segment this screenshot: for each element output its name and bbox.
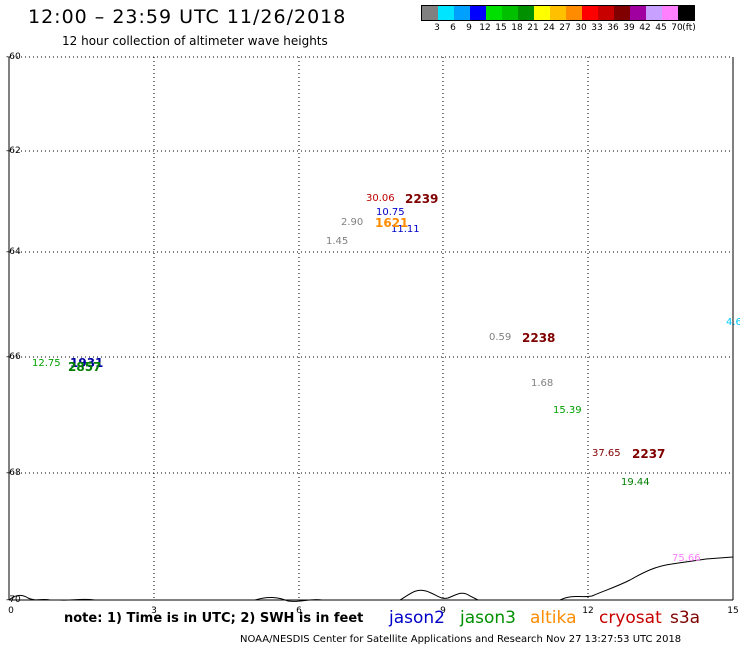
legend-swatch bbox=[486, 6, 502, 20]
legend-label: 15 bbox=[495, 23, 507, 33]
legend-swatch bbox=[582, 6, 598, 20]
legend-label: 27 bbox=[559, 23, 571, 33]
legend-label: 39 bbox=[623, 23, 635, 33]
wave-height-value: 12.75 bbox=[32, 358, 61, 369]
lat-tick-label: -68 bbox=[6, 468, 21, 478]
page-title: 12:00 – 23:59 UTC 11/26/2018 bbox=[28, 6, 347, 28]
legend-swatch bbox=[470, 6, 486, 20]
legend-swatch bbox=[550, 6, 566, 20]
wave-height-value: 75.66 bbox=[672, 553, 701, 564]
orbit-number: 1621 bbox=[375, 216, 409, 230]
lon-tick-label: 3 bbox=[151, 606, 157, 616]
wave-height-value: 11.11 bbox=[391, 224, 420, 235]
satellite-key-jason2: jason2 bbox=[389, 608, 445, 628]
lat-tick-label: -62 bbox=[6, 146, 21, 156]
wave-height-value: 30.06 bbox=[366, 193, 395, 204]
legend-label: 24 bbox=[543, 23, 555, 33]
wave-height-value: 1.45 bbox=[326, 236, 349, 247]
legend-swatch bbox=[614, 6, 630, 20]
legend-label: 6 bbox=[450, 23, 456, 33]
orbit-number: 2237 bbox=[632, 447, 666, 461]
legend-label: 9 bbox=[466, 23, 472, 33]
legend-swatch bbox=[678, 6, 694, 20]
lat-tick-label: -60 bbox=[6, 52, 21, 62]
satellite-key-cryosat: cryosat bbox=[599, 608, 662, 628]
orbit-number: 2238 bbox=[522, 331, 556, 345]
wave-height-value: 10.75 bbox=[376, 207, 405, 218]
wave-height-value: 4.6 bbox=[726, 317, 740, 328]
lat-tick-label: -64 bbox=[6, 247, 21, 257]
legend-swatch bbox=[454, 6, 470, 20]
legend-swatch bbox=[630, 6, 646, 20]
legend-swatch bbox=[566, 6, 582, 20]
satellite-key-s3a: s3a bbox=[670, 608, 701, 628]
legend-label: 45 bbox=[655, 23, 667, 33]
legend-label: 30 bbox=[575, 23, 587, 33]
lon-tick-label: 15 bbox=[727, 606, 739, 616]
legend-swatch bbox=[598, 6, 614, 20]
coastline bbox=[8, 556, 734, 602]
legend-labels: 3 6 9 12 15 18 21 24 27 30 33 36 39 42 45 70 (ft) bbox=[421, 21, 696, 35]
satellite-key-jason3: jason3 bbox=[460, 608, 516, 628]
footnote: note: 1) Time is in UTC; 2) SWH is in fe… bbox=[64, 611, 364, 626]
orbit-number: 1931 bbox=[70, 356, 104, 370]
wave-height-value: 15.39 bbox=[553, 405, 582, 416]
legend-label: 36 bbox=[607, 23, 619, 33]
orbit-number: 2239 bbox=[405, 192, 439, 206]
wave-height-value: 1.68 bbox=[531, 378, 554, 389]
legend-label: 70 bbox=[671, 23, 683, 33]
wave-height-value: 2.90 bbox=[341, 217, 364, 228]
lon-tick-label: 12 bbox=[582, 606, 594, 616]
legend-swatches bbox=[421, 5, 695, 21]
legend-label: (ft) bbox=[682, 23, 696, 33]
lat-tick-label: -70 bbox=[6, 595, 21, 605]
legend-swatch bbox=[662, 6, 678, 20]
legend-label: 12 bbox=[479, 23, 491, 33]
legend-swatch bbox=[534, 6, 550, 20]
legend-label: 42 bbox=[639, 23, 651, 33]
orbit-number: 2857 bbox=[68, 360, 102, 374]
legend-swatch bbox=[518, 6, 534, 20]
legend-swatch bbox=[502, 6, 518, 20]
legend-label: 3 bbox=[434, 23, 440, 33]
lon-tick-label: 9 bbox=[440, 606, 446, 616]
legend-swatch bbox=[646, 6, 662, 20]
color-legend: 3 6 9 12 15 18 21 24 27 30 33 36 39 42 45 70 (ft) bbox=[421, 5, 696, 35]
legend-label: 21 bbox=[527, 23, 539, 33]
page-subtitle: 12 hour collection of altimeter wave hei… bbox=[62, 34, 328, 48]
lon-tick-label: 0 bbox=[8, 606, 14, 616]
wave-height-value: 0.59 bbox=[489, 332, 512, 343]
lon-tick-label: 6 bbox=[296, 606, 302, 616]
satellite-key-altika: altika bbox=[530, 608, 577, 628]
lat-tick-label: -66 bbox=[6, 352, 21, 362]
legend-swatch bbox=[422, 6, 438, 20]
legend-swatch bbox=[438, 6, 454, 20]
wave-height-value: 19.44 bbox=[621, 477, 650, 488]
map-grid bbox=[8, 56, 734, 601]
credit-line: NOAA/NESDIS Center for Satellite Applica… bbox=[240, 634, 682, 645]
legend-label: 33 bbox=[591, 23, 603, 33]
legend-label: 18 bbox=[511, 23, 523, 33]
wave-height-value: 37.65 bbox=[592, 448, 621, 459]
